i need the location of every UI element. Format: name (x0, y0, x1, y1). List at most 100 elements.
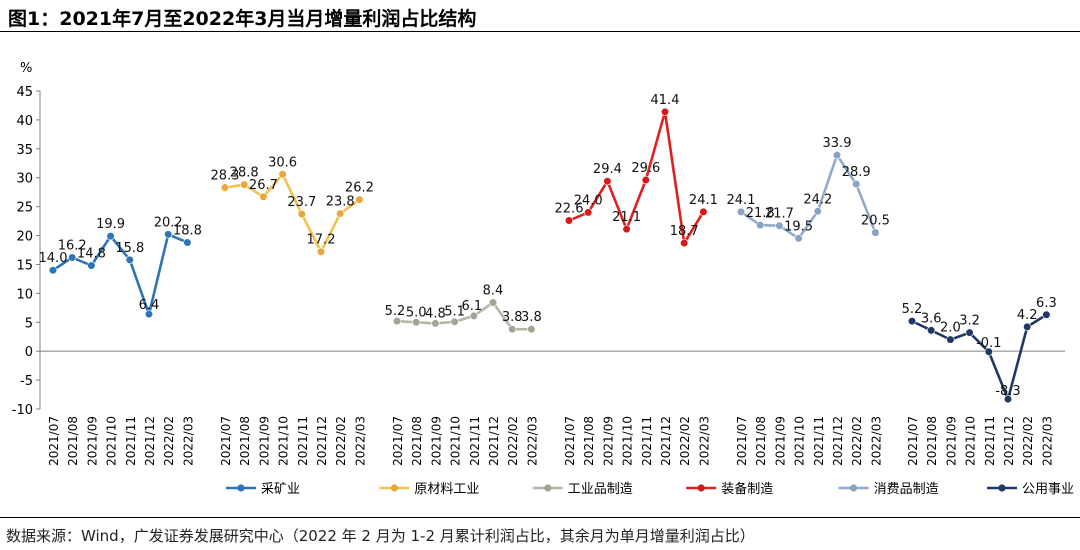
data-label: 6.4 (139, 298, 160, 313)
x-tick-label: 2021/08 (925, 416, 939, 466)
data-label: -8.3 (995, 384, 1020, 399)
data-label: 3.8 (502, 310, 523, 325)
data-label: 5.0 (406, 305, 427, 320)
data-point (278, 170, 287, 179)
x-tick-label: 2022/02 (850, 416, 864, 466)
data-point (164, 230, 173, 239)
y-tick-label: 5 (25, 316, 33, 331)
data-label: 33.9 (823, 136, 852, 151)
x-tick-label: 2021/12 (315, 416, 329, 466)
legend-marker-2 (390, 484, 398, 492)
data-point (794, 234, 803, 243)
data-point (641, 175, 650, 185)
x-tick-label: 2022/03 (1040, 416, 1054, 466)
data-label: 28.9 (842, 165, 871, 180)
data-label: 18.7 (670, 224, 699, 239)
data-point (527, 325, 536, 334)
data-label: 4.8 (425, 306, 446, 321)
legend-marker-6 (998, 484, 1006, 492)
data-label: 23.8 (326, 195, 355, 210)
data-point (1023, 322, 1032, 331)
x-tick-label: 2021/12 (487, 416, 501, 466)
data-label: 28.3 (211, 169, 240, 184)
data-label: 4.2 (1017, 308, 1038, 323)
legend-marker-4 (697, 484, 705, 492)
data-point (832, 151, 842, 160)
x-tick-label: 2021/09 (429, 416, 443, 466)
x-tick-label: 2021/10 (449, 416, 463, 466)
footer-rule (0, 517, 1080, 518)
data-label: 23.7 (287, 195, 316, 210)
data-label: 24.1 (727, 193, 756, 208)
x-tick-label: 2022/02 (334, 416, 348, 466)
data-label: 19.5 (784, 219, 813, 234)
data-point (240, 180, 249, 189)
x-tick-label: 2022/03 (869, 416, 883, 466)
data-label: -0.1 (976, 336, 1001, 351)
data-label: 29.6 (631, 161, 660, 176)
x-tick-label: 2021/07 (391, 416, 405, 466)
x-tick-label: 2021/09 (944, 416, 958, 466)
data-point (756, 221, 765, 230)
x-tick-label: 2021/09 (257, 416, 271, 466)
x-tick-label: 2021/07 (563, 416, 577, 466)
data-label: 3.6 (921, 311, 942, 326)
legend-label-3: 工业品制造 (568, 482, 633, 497)
series-line-4 (568, 110, 705, 245)
data-point (1003, 395, 1013, 404)
data-label: 6.3 (1036, 296, 1057, 311)
x-tick-label: 2021/08 (410, 416, 424, 466)
x-tick-label: 2021/12 (143, 416, 157, 466)
data-label: 41.4 (651, 93, 680, 108)
data-point (392, 317, 402, 326)
x-tick-label: 2022/02 (678, 416, 692, 466)
data-point (431, 319, 440, 328)
x-tick-label: 2021/08 (582, 416, 596, 466)
data-label: 14.8 (77, 247, 106, 262)
data-point (660, 107, 670, 116)
data-label: 8.4 (483, 284, 504, 299)
data-label: 3.8 (521, 310, 542, 325)
data-label: 21.7 (765, 207, 794, 222)
x-tick-label: 2022/02 (506, 416, 520, 466)
data-label: 24.1 (689, 193, 718, 208)
data-label: 21.1 (612, 210, 641, 225)
data-point (907, 317, 917, 326)
data-point (220, 183, 230, 192)
data-point (336, 209, 345, 218)
legend-label-1: 采矿业 (261, 482, 300, 497)
x-tick-label: 2021/09 (601, 416, 615, 466)
legend-label-5: 消费品制造 (874, 482, 939, 497)
data-label: 24.0 (574, 193, 603, 208)
data-label: 29.4 (593, 162, 622, 177)
data-point (775, 221, 784, 230)
data-point (144, 310, 154, 319)
data-label: 28.8 (230, 166, 259, 181)
data-point (259, 192, 268, 201)
y-tick-label: 25 (16, 201, 33, 216)
data-label: 24.2 (803, 192, 832, 207)
data-point (508, 325, 517, 334)
y-tick-label: 30 (16, 172, 33, 187)
data-label: 5.2 (902, 302, 923, 317)
x-tick-label: 2021/12 (831, 416, 845, 466)
x-tick-label: 2021/07 (735, 416, 749, 466)
y-tick-label: -5 (20, 374, 33, 389)
data-point (927, 326, 936, 335)
data-label: 5.2 (385, 304, 406, 319)
x-tick-label: 2022/03 (181, 416, 195, 466)
y-tick-label: 15 (16, 258, 33, 273)
data-point (736, 207, 746, 216)
data-point (412, 318, 421, 327)
x-tick-label: 2021/08 (238, 416, 252, 466)
data-label: 26.7 (249, 178, 278, 193)
data-point (564, 216, 574, 225)
x-tick-label: 2021/10 (793, 416, 807, 466)
data-point (488, 298, 498, 307)
y-axis-unit: % (20, 61, 32, 76)
data-point (813, 207, 822, 216)
data-point (946, 335, 955, 344)
chart-title: 图1：2021年7月至2022年3月当月增量利润占比结构 (8, 8, 477, 30)
data-label: 30.6 (268, 155, 297, 170)
legend-marker-3 (544, 484, 552, 492)
